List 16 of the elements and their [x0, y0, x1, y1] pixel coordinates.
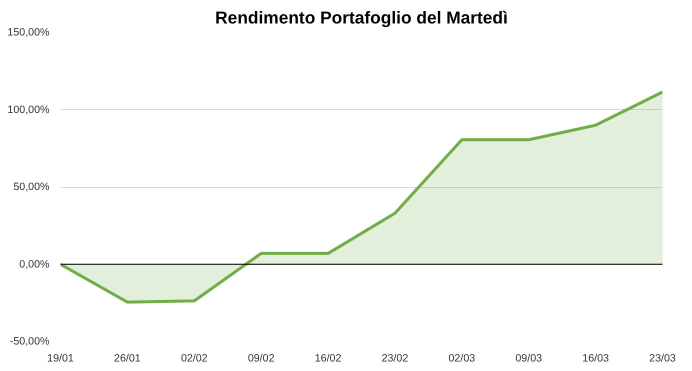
y-tick-label: -50,00%	[10, 336, 50, 348]
y-tick-label: 100,00%	[7, 104, 50, 116]
x-tick-label: 09/02	[248, 352, 275, 364]
x-tick-label: 09/03	[515, 352, 542, 364]
x-tick-label: 02/03	[448, 352, 476, 364]
x-tick-label: 02/02	[180, 352, 208, 364]
x-tick-label: 23/02	[382, 352, 408, 364]
x-tick-label: 26/01	[114, 352, 141, 364]
x-tick-label: 23/03	[649, 352, 676, 364]
y-tick-label: 150,00%	[7, 26, 50, 38]
y-tick-label: 50,00%	[13, 181, 50, 193]
x-tick-label: 16/03	[582, 352, 610, 364]
x-tick-label: 16/02	[314, 352, 342, 364]
x-tick-label: 19/01	[47, 352, 74, 364]
chart-title: Rendimento Portafoglio del Martedì	[215, 8, 508, 28]
y-tick-label: 0,00%	[19, 258, 50, 270]
